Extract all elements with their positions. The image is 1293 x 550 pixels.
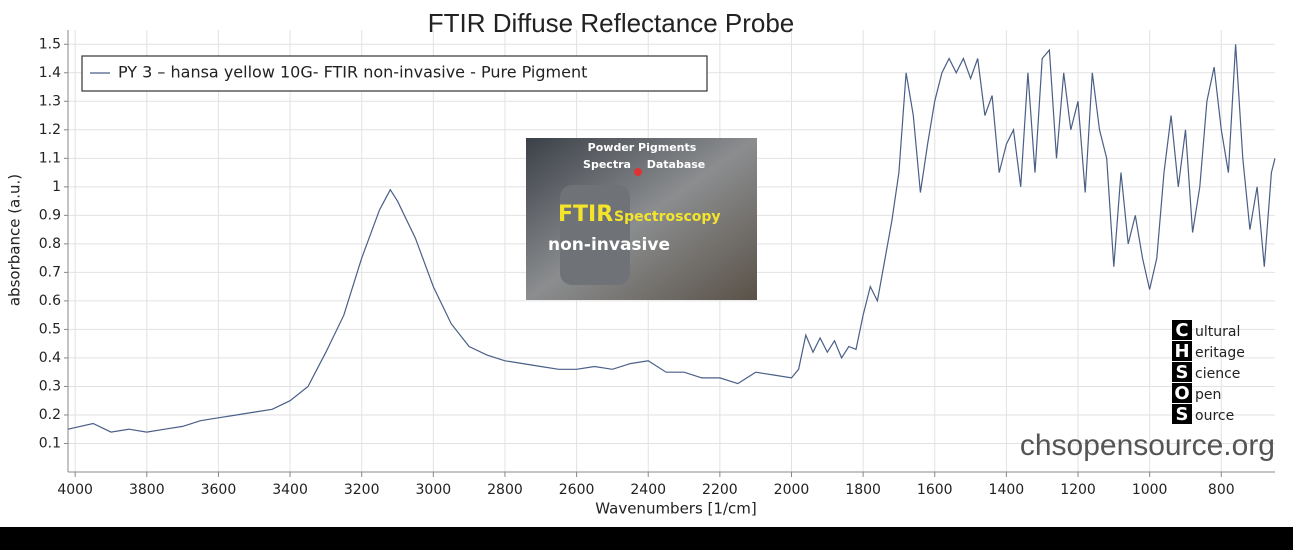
bottom-bar: [0, 527, 1293, 550]
logo-block: [1172, 404, 1192, 424]
device-shape: [560, 185, 630, 285]
y-tick-label: 0.2: [39, 407, 61, 423]
inset-text: Database: [647, 158, 706, 171]
y-tick-label: 1.4: [39, 65, 61, 81]
x-tick-label: 2200: [702, 482, 738, 498]
inset-text: non-invasive: [548, 235, 670, 255]
y-tick-label: 1: [52, 179, 61, 195]
y-tick-label: 0.1: [39, 435, 61, 451]
legend: PY 3 – hansa yellow 10G- FTIR non-invasi…: [81, 55, 708, 92]
y-tick-label: 0.4: [39, 350, 61, 366]
x-tick-label: 3000: [416, 482, 452, 498]
y-tick-label: 1.1: [39, 150, 61, 166]
y-tick-label: 0.7: [39, 264, 61, 280]
x-tick-label: 1600: [917, 482, 953, 498]
x-tick-label: 800: [1208, 482, 1235, 498]
inset-text: Powder Pigments: [588, 141, 697, 154]
logo-block: [1172, 341, 1192, 361]
x-tick-label: 2400: [630, 482, 666, 498]
y-tick-label: 0.5: [39, 321, 61, 337]
x-tick-label: 2800: [487, 482, 523, 498]
x-tick-label: 1400: [989, 482, 1025, 498]
x-tick-label: 3600: [201, 482, 237, 498]
y-tick-label: 0.3: [39, 378, 61, 394]
logo-word: ultural: [1195, 324, 1240, 340]
x-tick-label: 2600: [559, 482, 595, 498]
logo-word: eritage: [1195, 345, 1245, 361]
y-tick-label: 0.6: [39, 293, 61, 309]
logo-word: pen: [1195, 387, 1221, 403]
x-tick-label: 3800: [129, 482, 165, 498]
logo-word: cience: [1195, 366, 1240, 382]
inset-text: Spectra: [583, 158, 631, 171]
device-light: [634, 168, 642, 176]
chart-title: FTIR Diffuse Reflectance Probe: [428, 8, 795, 38]
y-tick-label: 1.2: [39, 122, 61, 138]
x-axis-label: Wavenumbers [1/cm]: [595, 500, 756, 518]
inset-image: Powder Pigments Spectra Database FTIR Sp…: [526, 138, 757, 300]
watermark: chsopensource.org: [1020, 429, 1275, 462]
legend-box: [81, 55, 708, 92]
legend-label: PY 3 – hansa yellow 10G- FTIR non-invasi…: [118, 63, 587, 82]
logo-letter: C: [1175, 320, 1188, 341]
x-tick-label: 4000: [57, 482, 93, 498]
logo-letter: H: [1174, 341, 1189, 362]
logo-block: [1172, 362, 1192, 382]
inset-text: Spectroscopy: [614, 209, 721, 225]
y-tick-label: 1.5: [39, 36, 61, 52]
x-tick-label: 2000: [774, 482, 810, 498]
x-tick-label: 3200: [344, 482, 380, 498]
logo-letter: S: [1176, 362, 1189, 383]
logo-letter: O: [1174, 383, 1189, 404]
data-line: [67, 44, 1276, 433]
x-tick-label: 1800: [845, 482, 881, 498]
y-tick-label: 0.9: [39, 207, 61, 223]
logo-word: ource: [1195, 408, 1234, 424]
y-tick-label: 0.8: [39, 236, 61, 252]
y-tick-label: 1.3: [39, 93, 61, 109]
inset-text: FTIR: [558, 202, 613, 227]
x-tick-label: 1000: [1132, 482, 1168, 498]
y-axis-label: absorbance (a.u.): [6, 174, 24, 306]
x-tick-label: 1200: [1060, 482, 1096, 498]
logo-block: [1172, 383, 1192, 403]
x-tick-label: 3400: [272, 482, 308, 498]
logo-letter: S: [1176, 404, 1189, 425]
logo-block: [1172, 320, 1192, 340]
